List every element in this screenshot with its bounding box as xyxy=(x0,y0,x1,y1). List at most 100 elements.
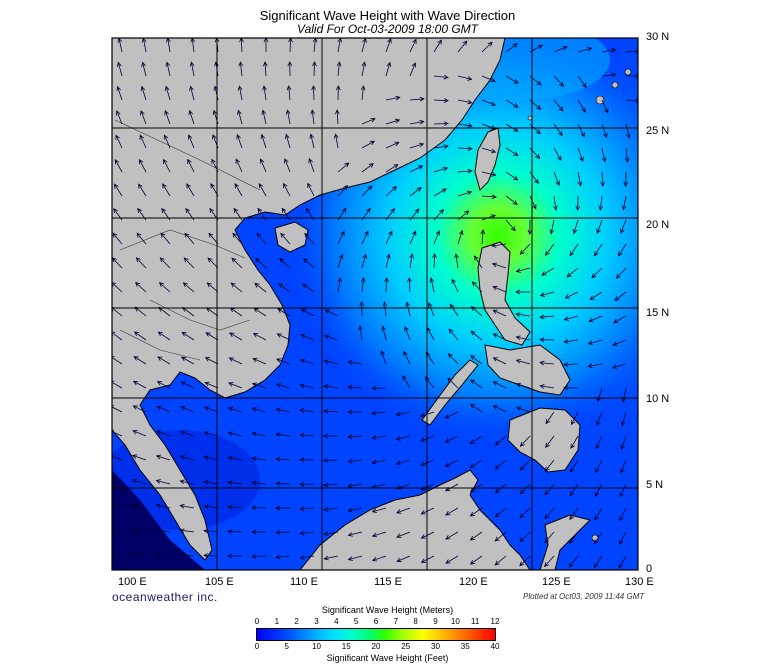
wave-direction-arrow xyxy=(301,283,315,293)
wave-direction-arrow xyxy=(382,301,388,317)
wave-direction-arrow xyxy=(619,483,627,498)
wave-direction-arrow xyxy=(138,183,147,197)
wave-direction-arrow xyxy=(481,41,493,53)
wave-direction-arrow xyxy=(179,479,195,485)
wave-direction-arrow xyxy=(251,382,267,389)
wave-direction-arrow xyxy=(433,166,449,173)
wave-direction-arrow xyxy=(280,232,291,245)
wave-direction-arrow xyxy=(333,133,339,149)
wave-direction-arrow xyxy=(112,232,123,245)
wave-direction-arrow xyxy=(275,505,291,511)
wave-direction-arrow xyxy=(515,335,531,341)
wave-direction-arrow xyxy=(133,356,147,365)
lat-label-5: 5 N xyxy=(646,479,664,491)
wave-direction-arrow xyxy=(596,219,603,235)
wave-direction-arrow xyxy=(469,435,483,445)
wave-direction-arrow xyxy=(527,219,533,235)
wave-direction-arrow xyxy=(112,380,123,389)
wave-direction-arrow xyxy=(402,375,411,389)
sulawesi-landmass xyxy=(539,514,591,570)
wave-direction-arrow xyxy=(481,99,496,106)
wave-direction-arrow xyxy=(470,355,483,365)
wave-direction-arrow xyxy=(323,408,339,414)
wave-direction-arrow xyxy=(595,435,603,450)
wave-direction-arrow xyxy=(519,243,531,255)
wave-direction-arrow xyxy=(494,459,507,470)
wave-direction-arrow xyxy=(204,381,219,389)
meters-tick-label: 0 xyxy=(254,617,260,626)
wave-direction-arrow xyxy=(620,219,627,234)
wave-direction-arrow xyxy=(385,118,401,125)
plotted-timestamp: Plotted at Oct03, 2009 11:44 GMT xyxy=(523,592,645,601)
wave-direction-arrow xyxy=(445,507,459,516)
credit-text: oceanweather inc. xyxy=(112,590,218,604)
wave-direction-arrow xyxy=(112,551,123,557)
wave-direction-arrow xyxy=(588,315,603,323)
wave-direction-arrow xyxy=(544,483,555,496)
wave-direction-arrow xyxy=(470,330,483,341)
wave-direction-arrow xyxy=(569,507,579,521)
wave-direction-arrow xyxy=(299,383,315,389)
wave-direction-arrow xyxy=(256,232,267,245)
wave-direction-arrow xyxy=(182,282,195,293)
wave-direction-arrow xyxy=(553,75,565,87)
wave-direction-arrow xyxy=(299,457,315,463)
wave-direction-arrow xyxy=(358,325,363,341)
wave-direction-arrow xyxy=(471,281,483,293)
wave-direction-arrow xyxy=(449,303,459,317)
wave-direction-arrow xyxy=(433,188,447,197)
wave-direction-arrow xyxy=(444,435,459,443)
colorbar-feet-title: Significant Wave Height (Feet) xyxy=(326,653,449,663)
wave-direction-arrow xyxy=(205,332,219,341)
wave-direction-arrow xyxy=(529,171,539,185)
wave-direction-arrow xyxy=(361,61,367,77)
wave-direction-arrow xyxy=(432,253,437,269)
wave-direction-arrow xyxy=(309,133,315,149)
wave-direction-arrow xyxy=(371,555,387,562)
wave-direction-arrow xyxy=(515,312,531,317)
wave-direction-arrow xyxy=(203,553,219,558)
wave-direction-arrow xyxy=(157,356,171,365)
wave-direction-arrow xyxy=(337,253,344,269)
wave-direction-arrow xyxy=(179,503,195,509)
wave-direction-arrow xyxy=(284,158,291,173)
wave-direction-arrow xyxy=(544,555,555,568)
wave-direction-arrow xyxy=(457,40,468,53)
wave-direction-arrow xyxy=(275,432,291,437)
wave-direction-arrow xyxy=(469,459,483,469)
wave-direction-arrow xyxy=(420,507,435,515)
wave-direction-arrow xyxy=(323,482,339,488)
wave-direction-arrow xyxy=(409,142,425,149)
wave-direction-arrow xyxy=(300,308,315,317)
wave-direction-arrow xyxy=(179,455,195,461)
wave-direction-arrow xyxy=(337,162,350,173)
wave-direction-arrow xyxy=(505,171,519,181)
wave-direction-arrow xyxy=(232,232,243,245)
wave-direction-arrow xyxy=(445,531,459,540)
wave-direction-arrow xyxy=(275,481,291,487)
wave-direction-arrow xyxy=(539,384,555,389)
wave-direction-arrow xyxy=(275,407,291,413)
wave-direction-arrow xyxy=(385,253,391,269)
wave-direction-arrow xyxy=(409,119,425,125)
wave-direction-arrow xyxy=(545,435,555,448)
wave-direction-arrow xyxy=(140,85,147,101)
wave-direction-arrow xyxy=(139,134,147,149)
wave-direction-arrow xyxy=(262,85,267,101)
wave-direction-arrow xyxy=(545,411,555,425)
wave-direction-arrow xyxy=(544,531,555,544)
wave-direction-arrow xyxy=(515,406,531,413)
feet-tick-label: 30 xyxy=(431,642,440,651)
wave-direction-arrow xyxy=(481,194,497,200)
wave-direction-arrow xyxy=(474,255,483,269)
wave-direction-arrow xyxy=(203,504,219,509)
wave-direction-arrow xyxy=(135,281,147,293)
wave-direction-arrow xyxy=(409,165,424,173)
wave-direction-arrow xyxy=(114,158,123,173)
wave-direction-arrow xyxy=(515,289,531,295)
wave-direction-arrow xyxy=(492,285,507,293)
wave-direction-arrow xyxy=(405,301,411,317)
wave-direction-arrow xyxy=(594,507,603,521)
wave-direction-arrow xyxy=(577,47,593,53)
